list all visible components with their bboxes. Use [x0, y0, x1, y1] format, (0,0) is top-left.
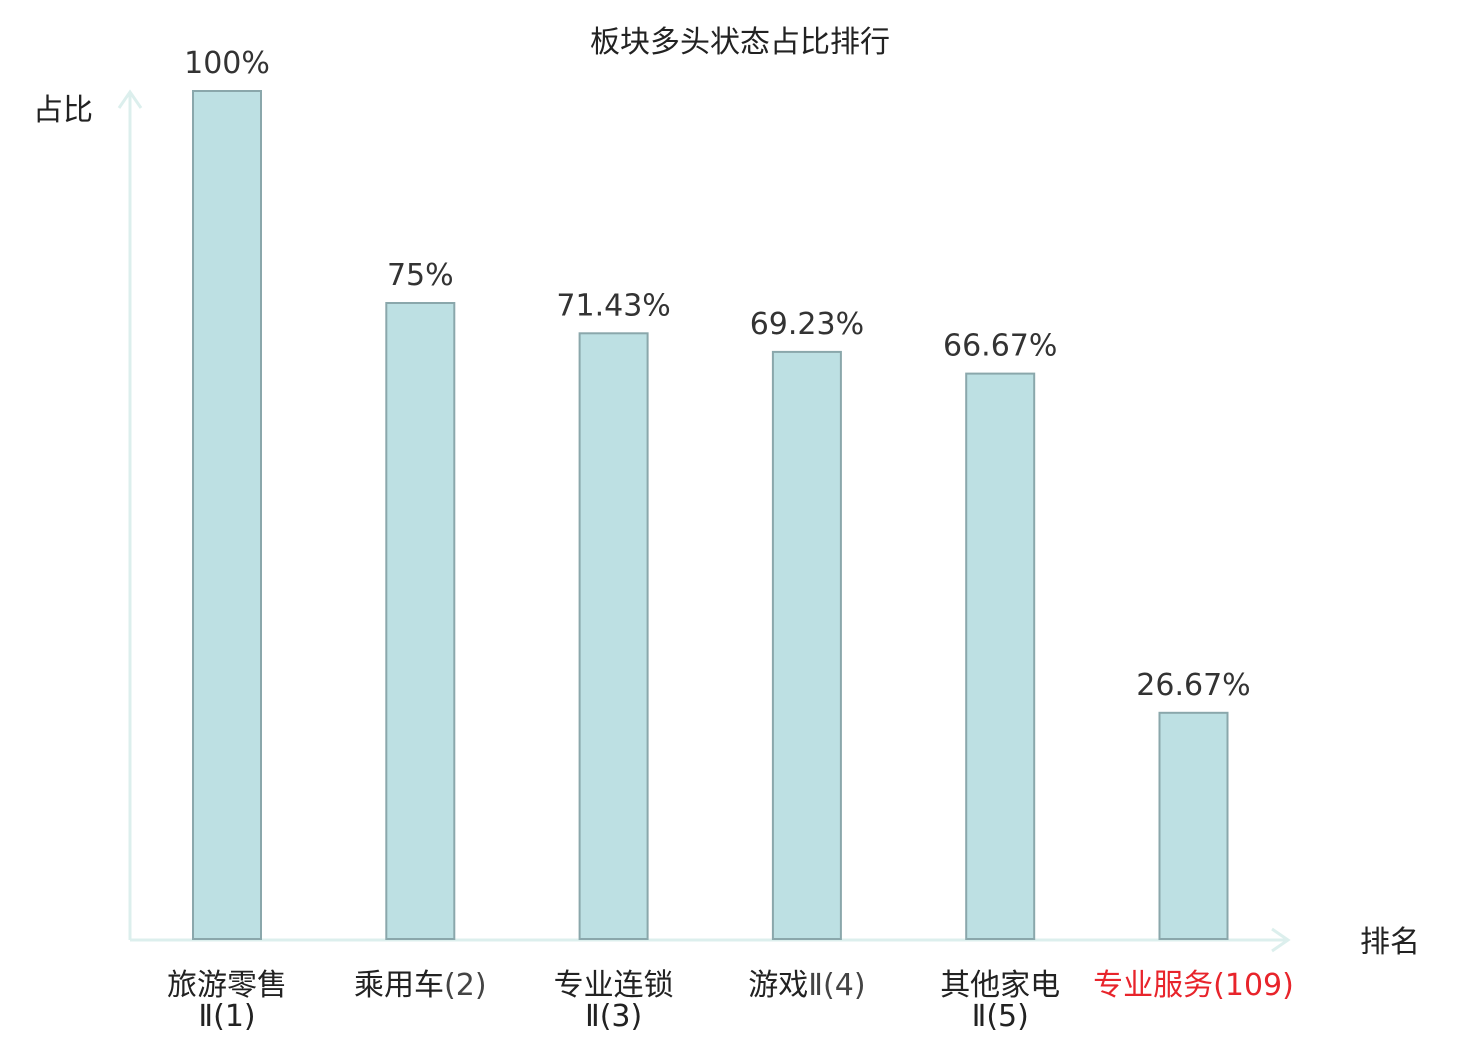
category-label: 专业服务(109) — [1093, 968, 1294, 1003]
y-axis-arrow — [117, 89, 143, 109]
bar — [965, 372, 1036, 941]
category-label-suffix: Ⅱ(1) — [198, 999, 255, 1034]
category-name: 乘用车 — [354, 968, 444, 1003]
category-label-suffix: Ⅱ(5) — [972, 999, 1029, 1034]
category-label-suffix: Ⅱ(3) — [585, 999, 642, 1034]
category-label: 乘用车(2) — [354, 968, 487, 1003]
bar-value-label: 66.67% — [943, 329, 1057, 364]
bar — [385, 302, 456, 940]
bar-value-label: 69.23% — [750, 307, 864, 342]
category-name: 专业服务 — [1093, 968, 1213, 1003]
category-label: 其他家电 — [940, 968, 1060, 1003]
bar — [192, 90, 262, 940]
category-name: 游戏 — [748, 968, 808, 1003]
axes — [117, 89, 1291, 953]
category-rank: Ⅱ(4) — [808, 968, 865, 1003]
bar-value-label: 75% — [387, 258, 454, 293]
y-axis-label: 占比 — [33, 93, 93, 128]
bar — [1158, 711, 1229, 940]
bar — [578, 332, 649, 940]
bar-value-label: 26.67% — [1136, 668, 1250, 703]
category-label: 旅游零售 — [167, 968, 287, 1003]
bar-value-label: 100% — [184, 46, 270, 81]
category-label: 专业连锁 — [554, 968, 674, 1003]
category-label: 游戏Ⅱ(4) — [748, 968, 865, 1003]
category-rank: (2) — [444, 968, 487, 1003]
x-axis-label: 排名 — [1360, 925, 1420, 960]
category-rank: (109) — [1213, 968, 1294, 1003]
value-labels-group: 100% 75% 71.43% 69.23% 66.67% 26.67% — [184, 46, 1251, 703]
x-axis-arrow — [1271, 927, 1291, 953]
bars-group — [192, 90, 1229, 941]
chart-title: 板块多头状态占比排行 — [590, 25, 890, 60]
bar — [771, 350, 842, 940]
bar-value-label: 71.43% — [556, 288, 670, 323]
